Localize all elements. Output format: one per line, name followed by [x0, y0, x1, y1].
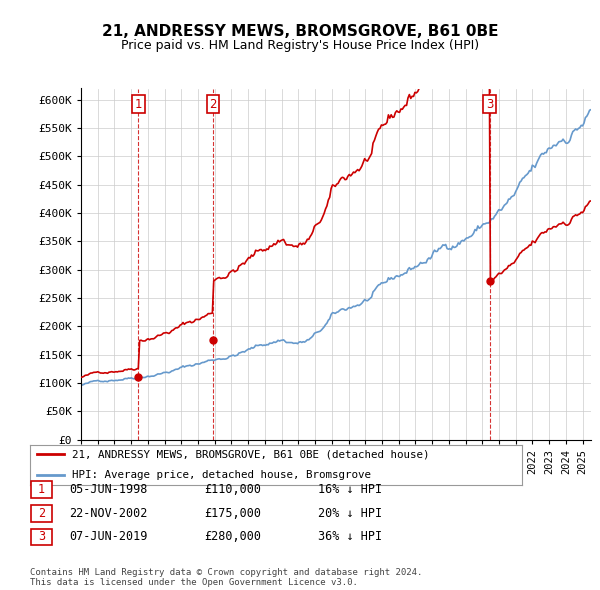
Text: 16% ↓ HPI: 16% ↓ HPI	[318, 483, 382, 496]
Text: Contains HM Land Registry data © Crown copyright and database right 2024.
This d: Contains HM Land Registry data © Crown c…	[30, 568, 422, 587]
Text: £280,000: £280,000	[204, 530, 261, 543]
Text: £110,000: £110,000	[204, 483, 261, 496]
Text: 2: 2	[38, 507, 45, 520]
Text: 07-JUN-2019: 07-JUN-2019	[69, 530, 148, 543]
Text: 1: 1	[134, 98, 142, 111]
Text: 2: 2	[209, 98, 217, 111]
Text: 21, ANDRESSY MEWS, BROMSGROVE, B61 0BE (detached house): 21, ANDRESSY MEWS, BROMSGROVE, B61 0BE (…	[72, 450, 430, 460]
Text: 20% ↓ HPI: 20% ↓ HPI	[318, 507, 382, 520]
Text: £175,000: £175,000	[204, 507, 261, 520]
Text: 3: 3	[38, 530, 45, 543]
Text: 36% ↓ HPI: 36% ↓ HPI	[318, 530, 382, 543]
Text: HPI: Average price, detached house, Bromsgrove: HPI: Average price, detached house, Brom…	[72, 470, 371, 480]
Text: Price paid vs. HM Land Registry's House Price Index (HPI): Price paid vs. HM Land Registry's House …	[121, 39, 479, 52]
Text: 3: 3	[486, 98, 493, 111]
Text: 05-JUN-1998: 05-JUN-1998	[69, 483, 148, 496]
Text: 22-NOV-2002: 22-NOV-2002	[69, 507, 148, 520]
Text: 1: 1	[38, 483, 45, 496]
Text: 21, ANDRESSY MEWS, BROMSGROVE, B61 0BE: 21, ANDRESSY MEWS, BROMSGROVE, B61 0BE	[102, 24, 498, 38]
